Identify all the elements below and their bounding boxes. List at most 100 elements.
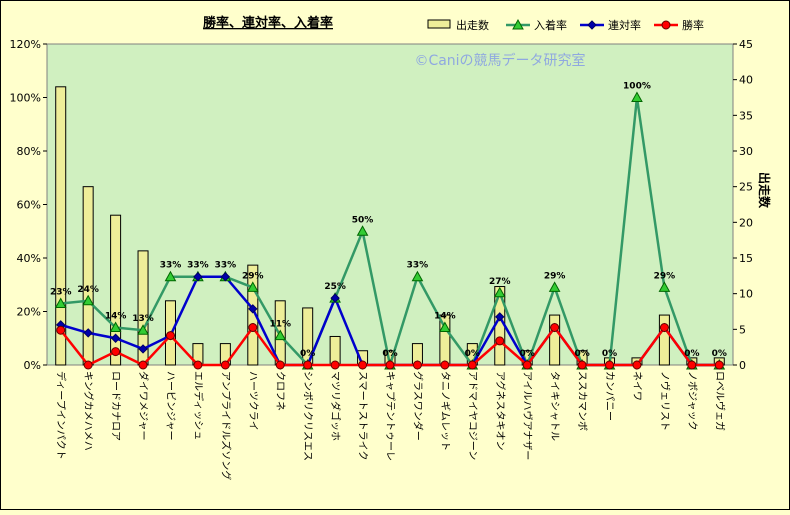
y-left-tick-label: 40% [17, 252, 41, 265]
marker-circle-20 [605, 360, 615, 370]
category-label-15: アドマイヤコジーン [466, 371, 477, 460]
category-label-24: ロベルヴェガ [713, 371, 726, 431]
y-right-tick-label: 40 [739, 74, 753, 87]
category-label-14: タニノギムレット [439, 371, 451, 451]
marker-circle-24 [714, 360, 724, 370]
y-left-tick-label: 60% [17, 199, 41, 212]
marker-triangle-1 [82, 294, 95, 306]
legend-marker-circle [661, 20, 671, 30]
legend-marker-diamond [587, 20, 597, 30]
category-label-23: ノボジャック [686, 371, 698, 431]
marker-triangle-4 [164, 270, 177, 282]
category-label-20: カンパニー [604, 371, 616, 421]
category-label-13: グラスワンダー [411, 371, 424, 441]
category-label-5: エルディッシュ [192, 371, 205, 440]
y-right-tick-label: 35 [739, 109, 753, 122]
category-label-0: ディープインパクト [55, 371, 68, 460]
bar-2 [110, 214, 122, 366]
marker-circle-2 [111, 347, 121, 357]
marker-circle-5 [193, 360, 203, 370]
category-label-2: ロードカナロア [110, 371, 122, 441]
data-label-16: 27% [489, 277, 511, 287]
data-label-23: 0% [684, 349, 699, 359]
data-label-13: 33% [407, 261, 429, 271]
category-label-21: ネイワ [631, 371, 643, 401]
data-label-4: 33% [160, 261, 182, 271]
data-label-10: 25% [324, 282, 346, 292]
category-label-19: ススカマンボ [576, 371, 588, 431]
data-label-7: 29% [242, 271, 264, 281]
data-label-20: 0% [602, 349, 617, 359]
marker-circle-19 [577, 360, 587, 370]
y-left-tick-label: 0% [24, 359, 41, 372]
marker-triangle-0 [54, 297, 67, 308]
marker-circle-14 [440, 360, 450, 370]
marker-circle-17 [522, 360, 532, 370]
data-label-6: 33% [215, 261, 237, 271]
data-label-8: 11% [269, 320, 291, 330]
legend-label-2: 連対率 [608, 18, 641, 32]
data-label-2: 14% [105, 312, 127, 322]
y-right-tick-label: 10 [739, 288, 753, 301]
marker-triangle-22 [658, 281, 671, 292]
category-label-8: クロフネ [274, 371, 286, 411]
category-label-9: シンボリクリスエス [302, 371, 314, 461]
legend-label-0: 出走数 [456, 18, 489, 32]
bar-18 [549, 314, 561, 366]
category-label-18: タイキシャトル [549, 371, 561, 441]
bar-16 [494, 286, 506, 366]
category-label-12: キャプテントゥーレ [384, 371, 396, 461]
data-label-24: 0% [712, 349, 727, 359]
marker-circle-11 [358, 360, 368, 370]
marker-diamond-1 [83, 328, 93, 338]
category-label-17: アイルハヴアナザー [521, 371, 534, 460]
marker-circle-0 [56, 325, 66, 335]
data-label-9: 0% [300, 349, 315, 359]
marker-triangle-13 [411, 270, 424, 282]
marker-triangle-21 [631, 91, 643, 102]
bar-22 [658, 314, 670, 366]
bar-7 [247, 264, 259, 366]
y-left-tick-label: 80% [17, 145, 41, 158]
data-label-14: 14% [434, 312, 456, 322]
marker-circle-21 [632, 360, 642, 370]
chart-watermark: ©Caniの競馬データ研究室 [414, 52, 585, 69]
marker-circle-6 [220, 360, 230, 370]
marker-circle-9 [303, 360, 313, 370]
marker-triangle-16 [493, 286, 506, 298]
y-right-tick-label: 0 [739, 359, 746, 372]
marker-triangle-8 [274, 329, 287, 341]
y-right-tick-label: 45 [739, 38, 753, 51]
category-label-6: アンプライドルズソング [219, 371, 232, 480]
y-left-tick-label: 20% [17, 306, 41, 319]
marker-circle-15 [467, 360, 477, 370]
marker-diamond-16 [495, 312, 505, 322]
marker-diamond-2 [110, 333, 121, 343]
data-label-18: 29% [544, 271, 566, 281]
marker-circle-7 [248, 323, 258, 333]
y-right-tick-label: 25 [739, 181, 753, 194]
marker-diamond-6 [220, 272, 231, 282]
data-label-1: 24% [77, 285, 99, 295]
marker-circle-13 [412, 360, 422, 370]
data-label-3: 13% [132, 314, 154, 324]
bar-1 [82, 186, 94, 366]
marker-triangle-14 [439, 321, 451, 333]
category-label-7: ハーツクライ [247, 371, 259, 431]
category-label-10: マツリダゴッホ [329, 371, 342, 441]
data-label-21: 100% [623, 82, 651, 92]
data-label-17: 0% [520, 349, 535, 359]
marker-circle-3 [138, 360, 148, 370]
marker-diamond-10 [330, 293, 340, 303]
legend-marker-triangle [512, 18, 524, 30]
category-label-3: ダイワメジャー [137, 371, 150, 441]
data-label-19: 0% [574, 349, 589, 359]
marker-circle-1 [83, 360, 93, 370]
legend-bar-swatch [427, 19, 451, 29]
category-label-1: キングカメハメハ [82, 371, 95, 451]
legend-label-1: 入着率 [534, 18, 567, 32]
bar-0 [55, 86, 67, 366]
y-right-tick-label: 20 [739, 216, 753, 229]
